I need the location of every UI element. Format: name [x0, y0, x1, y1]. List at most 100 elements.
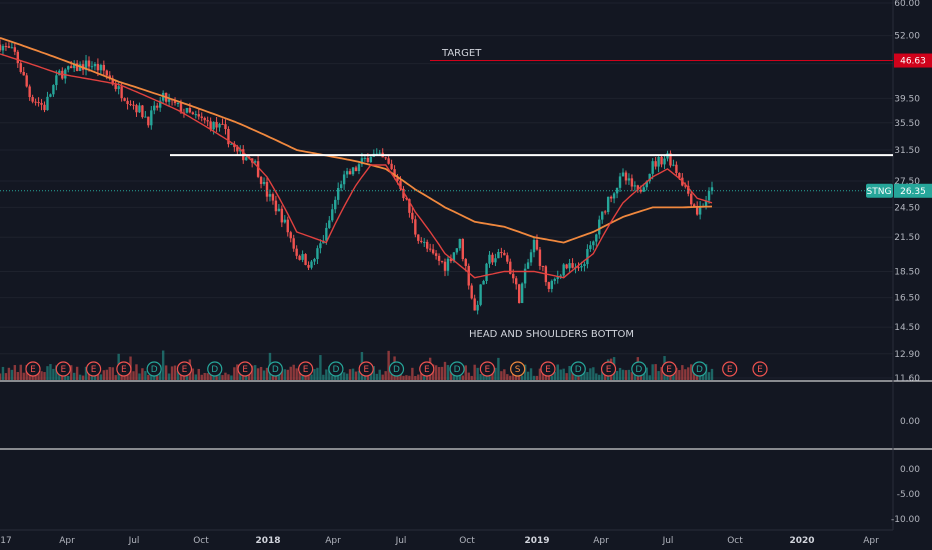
volume-bar [325, 369, 328, 380]
time-tick-label: Jul [128, 536, 140, 546]
volume-bar [417, 374, 420, 380]
volume-bar [642, 370, 645, 380]
time-tick-label: Jul [395, 536, 407, 546]
candle-body [601, 211, 604, 220]
event-marker-circle [540, 361, 556, 377]
price-tick-label: 12.90 [894, 350, 920, 360]
volume-bar [224, 372, 227, 380]
volume-bar [351, 368, 355, 380]
volume-bar [506, 374, 509, 380]
candle-body [420, 240, 423, 242]
time-tick-label: Apr [593, 536, 609, 546]
volume-bar [357, 370, 361, 380]
event-marker-label: E [757, 365, 763, 375]
time-axis[interactable]: 17 Apr Jul Oct 2018 Apr Jul Oct 2019 Apr Jul Oct 202… [0, 536, 879, 546]
volume-bar [22, 372, 25, 380]
event-marker-circle [600, 361, 617, 377]
volume-bar [256, 368, 260, 380]
candle-body [185, 107, 189, 113]
candle-body [253, 161, 257, 163]
volume-bar [13, 365, 17, 380]
event-marker-circle [207, 361, 223, 377]
price-tick-label: 18.50 [894, 267, 920, 277]
volume-bar [167, 373, 171, 380]
candle-body [126, 100, 129, 105]
candle-body [648, 173, 651, 182]
candle-body [173, 100, 177, 104]
candle-body [245, 157, 248, 161]
symbol-badge[interactable]: STNG [866, 183, 893, 198]
volume-bar [16, 372, 19, 380]
candle-body [331, 209, 334, 221]
volume-bar [675, 367, 678, 380]
time-tick-label: Oct [727, 536, 743, 546]
volume-bar [283, 369, 286, 380]
volume-bar [467, 372, 470, 380]
price-tick-label: 16.50 [894, 294, 920, 304]
candle-body [431, 249, 435, 254]
target-price-badge[interactable]: 46.63 [894, 53, 932, 68]
time-tick-label: 2020 [789, 536, 814, 546]
candle-body [123, 98, 126, 101]
volume-bar [446, 365, 450, 380]
indicator-axis[interactable]: 0.00 0.00 -5.00 -10.00 [891, 417, 920, 525]
candle-body [417, 234, 420, 241]
candle-body [304, 254, 307, 265]
last-price-badge[interactable]: 26.35 [894, 183, 932, 198]
event-marker-label: E [424, 365, 430, 375]
volume-bar [298, 371, 301, 380]
candle-body [342, 174, 346, 185]
volume-bar [657, 371, 660, 380]
candle-body [390, 163, 393, 170]
candle-body [660, 156, 663, 165]
volume-bar [176, 370, 180, 380]
volume-bar [64, 373, 67, 380]
candle-body [411, 212, 414, 220]
candle-body [345, 171, 349, 175]
candle-body [440, 260, 444, 262]
price-tick-label: 35.50 [894, 119, 920, 129]
candle-body [4, 46, 8, 48]
event-marker-circle [25, 361, 41, 377]
volume-bar [402, 375, 405, 380]
candle-body [446, 258, 450, 271]
candle-body [10, 47, 14, 49]
moving-average-fast-line [0, 53, 713, 279]
volume-bar [509, 375, 512, 380]
candle-body [710, 187, 714, 192]
volume-bar [494, 367, 497, 380]
candle-body [559, 275, 562, 277]
volume-bar [194, 374, 197, 380]
candle-body [571, 263, 574, 268]
volume-bar [4, 373, 8, 380]
volume-bar [253, 365, 257, 380]
volume-bar [144, 371, 147, 380]
volume-bar [10, 369, 14, 380]
event-marker-circle [146, 361, 162, 377]
volume-bar [108, 366, 111, 380]
candle-body [494, 258, 497, 263]
price-axis[interactable]: 60.0052.0046.0039.5035.5031.5027.5024.50… [894, 0, 920, 384]
event-marker-label: E [303, 365, 309, 375]
candle-body [520, 283, 524, 304]
candle-body [604, 211, 607, 213]
candle-body [176, 103, 180, 105]
event-marker-circle [722, 361, 738, 377]
candle-body [458, 238, 462, 249]
volume-bar [434, 365, 438, 380]
candle-body [40, 102, 43, 105]
volume-bar [381, 374, 384, 380]
candle-body [517, 284, 521, 304]
volume-bar [681, 365, 684, 380]
candle-body [488, 254, 491, 264]
candle-body [515, 278, 518, 285]
price-tick-label: 52.00 [894, 32, 920, 42]
candle-body [693, 204, 696, 207]
candle-body [630, 178, 634, 187]
volume-bar [491, 372, 494, 380]
candle-body [580, 266, 583, 268]
candle-body [506, 255, 509, 262]
candle-body [120, 86, 123, 99]
candle-body [221, 123, 224, 125]
